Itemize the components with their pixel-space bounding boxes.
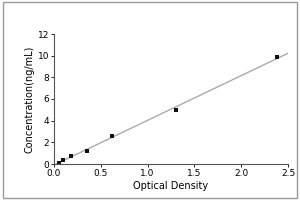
X-axis label: Optical Density: Optical Density: [134, 181, 208, 191]
Point: [173, 108, 178, 111]
Point: [56, 161, 61, 165]
Point: [61, 158, 66, 161]
Y-axis label: Concentration(ng/mL): Concentration(ng/mL): [25, 45, 35, 153]
Point: [110, 134, 114, 137]
Point: [84, 149, 89, 153]
Point: [274, 56, 279, 59]
Point: [68, 154, 73, 157]
